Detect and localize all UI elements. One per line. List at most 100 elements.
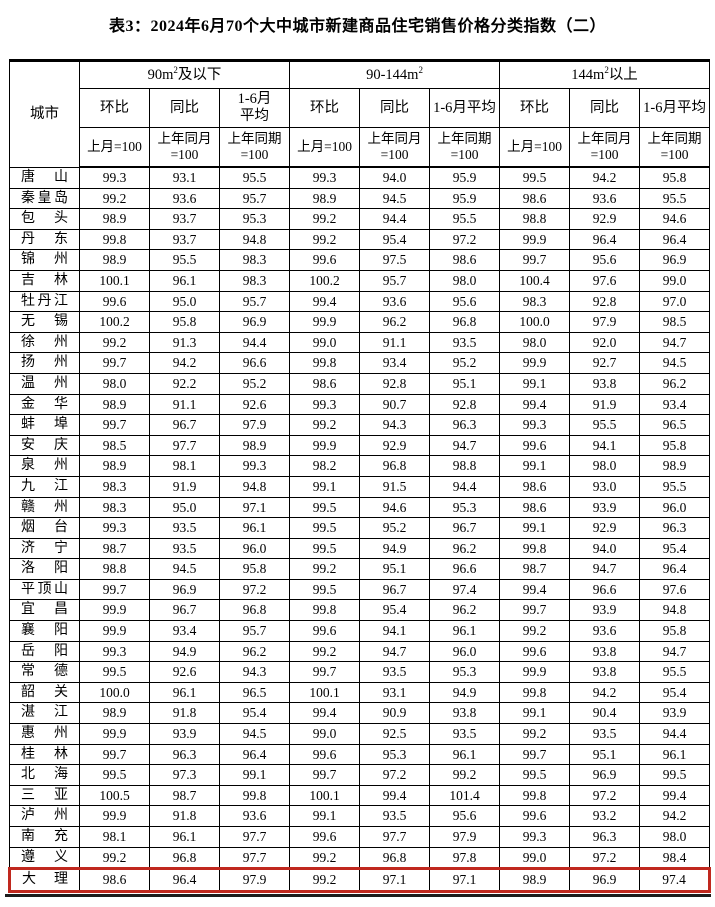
group-header-144-above: 144m2以上 — [499, 59, 711, 89]
index-value-cell: 96.6 — [569, 578, 641, 601]
base-prev-month-header: 上月=100 — [289, 127, 361, 168]
index-value-cell: 96.3 — [429, 414, 501, 436]
index-value-cell: 99.8 — [499, 537, 571, 560]
index-value-cell: 96.8 — [359, 455, 431, 477]
index-value-cell: 99.2 — [289, 414, 361, 436]
index-value-cell: 96.7 — [359, 578, 431, 601]
index-value-cell: 95.5 — [429, 208, 501, 230]
index-value-cell: 95.4 — [639, 537, 711, 560]
index-value-cell: 92.2 — [149, 372, 220, 395]
index-value-cell: 95.4 — [218, 702, 291, 725]
city-cell: 徐州 — [9, 331, 80, 354]
index-value-cell: 92.5 — [359, 723, 431, 745]
index-value-cell: 97.1 — [218, 496, 291, 519]
index-value-cell: 98.3 — [79, 496, 150, 519]
index-value-cell: 98.9 — [289, 187, 361, 210]
index-value-cell: 95.6 — [569, 249, 641, 271]
index-value-cell: 96.7 — [429, 517, 501, 539]
index-value-cell: 98.3 — [218, 269, 291, 292]
index-value-cell: 99.1 — [499, 372, 571, 395]
index-value-cell: 99.3 — [79, 640, 150, 663]
table-row: 湛江 98.9 91.8 95.4 99.4 90.9 93.8 99.1 90.4 93.9 — [9, 702, 711, 725]
index-value-cell: 97.7 — [218, 826, 291, 848]
index-value-cell: 96.4 — [218, 743, 291, 766]
index-value-cell: 92.9 — [569, 517, 641, 539]
index-value-cell: 95.6 — [429, 290, 501, 313]
index-value-cell: 98.6 — [289, 372, 361, 395]
index-value-cell: 100.5 — [79, 784, 150, 807]
index-value-cell: 94.6 — [359, 496, 431, 519]
index-value-cell: 99.6 — [79, 290, 150, 313]
index-value-cell: 98.0 — [569, 455, 641, 477]
subcol-mom-header: 环比 — [289, 88, 361, 128]
index-value-cell: 97.9 — [569, 311, 641, 333]
index-value-cell: 94.8 — [639, 599, 711, 622]
index-value-cell: 96.2 — [639, 372, 711, 395]
index-value-cell: 99.5 — [639, 764, 711, 786]
table-row: 三亚 100.5 98.7 99.8 100.1 99.4 101.4 99.8 97.2 99.… — [9, 784, 711, 807]
index-value-cell: 98.7 — [499, 558, 571, 580]
index-value-cell: 93.0 — [569, 475, 641, 498]
city-name: 济宁 — [21, 540, 68, 556]
city-cell: 包头 — [9, 208, 80, 230]
index-value-cell: 99.7 — [79, 578, 150, 601]
index-value-cell: 99.0 — [289, 723, 361, 745]
city-name: 唐山 — [21, 169, 68, 185]
index-value-cell: 96.0 — [218, 537, 291, 560]
index-value-cell: 96.8 — [429, 311, 501, 333]
city-cell: 宜昌 — [9, 599, 80, 622]
index-value-cell: 100.1 — [289, 681, 361, 704]
city-cell: 惠州 — [9, 723, 80, 745]
city-cell: 襄阳 — [9, 620, 80, 642]
index-value-cell: 93.2 — [569, 805, 641, 827]
base-same-period-header: 上年同期 =100 — [218, 127, 291, 168]
base-same-month-header: 上年同月 =100 — [569, 127, 641, 168]
index-value-cell: 98.0 — [429, 269, 501, 292]
index-value-cell: 94.6 — [639, 208, 711, 230]
subcol-mom-header: 环比 — [499, 88, 571, 128]
subcol-mom-header: 环比 — [79, 88, 150, 128]
index-value-cell: 94.9 — [359, 537, 431, 560]
city-name: 桂林 — [21, 746, 68, 762]
index-value-cell: 96.1 — [218, 517, 291, 539]
index-value-cell: 98.4 — [639, 846, 711, 870]
city-name: 泉州 — [21, 458, 68, 474]
index-value-cell: 99.5 — [499, 166, 571, 189]
index-value-cell: 99.8 — [79, 228, 150, 251]
index-value-cell: 100.1 — [79, 269, 150, 292]
index-value-cell: 97.1 — [429, 867, 501, 893]
index-value-cell: 99.3 — [499, 414, 571, 436]
index-value-cell: 99.1 — [289, 805, 361, 827]
index-value-cell: 99.6 — [289, 826, 361, 848]
index-value-cell: 99.1 — [218, 764, 291, 786]
city-name: 三亚 — [21, 787, 68, 803]
index-value-cell: 99.1 — [499, 702, 571, 725]
index-value-cell: 98.3 — [218, 249, 291, 271]
group-label-text: 144m — [571, 67, 605, 83]
city-cell: 常德 — [9, 661, 80, 683]
index-value-cell: 98.8 — [429, 455, 501, 477]
index-value-cell: 98.9 — [79, 393, 150, 416]
index-value-cell: 95.7 — [218, 187, 291, 210]
index-value-cell: 94.9 — [149, 640, 220, 663]
index-value-cell: 95.3 — [429, 661, 501, 683]
index-value-cell: 99.5 — [79, 661, 150, 683]
index-value-cell: 99.1 — [289, 475, 361, 498]
superscript-2: 2 — [418, 65, 423, 76]
index-value-cell: 95.0 — [149, 496, 220, 519]
index-value-cell: 96.9 — [569, 764, 641, 786]
index-value-cell: 95.5 — [149, 249, 220, 271]
table-row: 泉州 98.9 98.1 99.3 98.2 96.8 98.8 99.1 98.0 98.9 — [9, 455, 711, 477]
table-row: 洛阳 98.8 94.5 95.8 99.2 95.1 96.6 98.7 94.7 96.4 — [9, 558, 711, 580]
city-name: 大理 — [22, 872, 68, 888]
base-prev-month-header: 上月=100 — [499, 127, 571, 168]
index-value-cell: 99.4 — [639, 784, 711, 807]
index-value-cell: 95.8 — [218, 558, 291, 580]
index-value-cell: 93.7 — [149, 228, 220, 251]
index-value-cell: 96.8 — [149, 846, 220, 870]
index-value-cell: 91.5 — [359, 475, 431, 498]
index-value-cell: 94.7 — [359, 640, 431, 663]
index-value-cell: 99.8 — [499, 681, 571, 704]
index-value-cell: 97.0 — [639, 290, 711, 313]
city-cell: 唐山 — [9, 166, 80, 189]
